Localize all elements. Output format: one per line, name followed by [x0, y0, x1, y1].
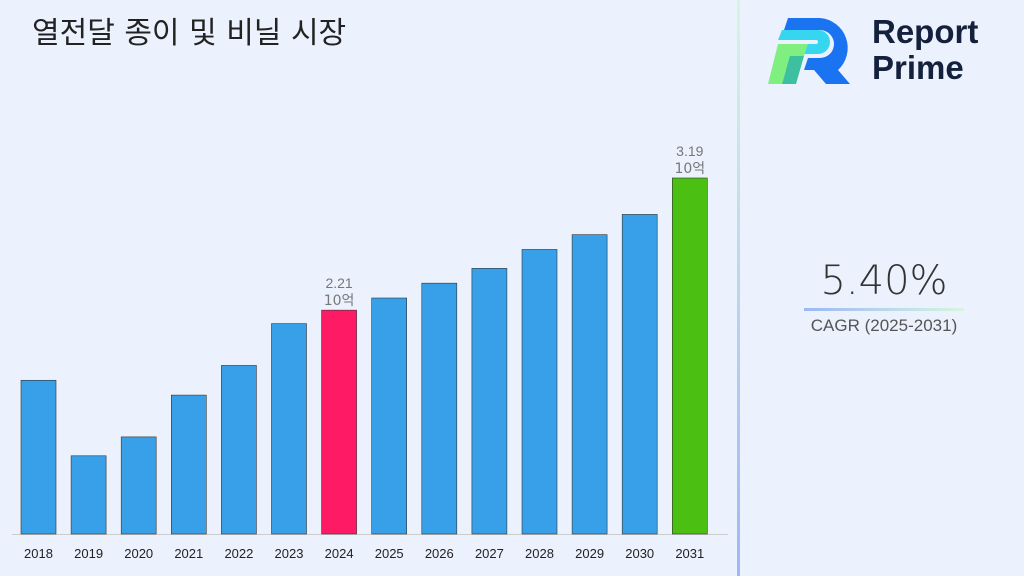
- x-tick-label: 2023: [275, 546, 304, 561]
- x-tick-label: 2026: [425, 546, 454, 561]
- bar-2021: [171, 394, 207, 535]
- bar-2018: [20, 379, 57, 535]
- bar-2031: [671, 177, 708, 535]
- cagr-underline: [804, 308, 964, 311]
- x-tick-label: 2029: [575, 546, 604, 561]
- bar-2022: [221, 365, 257, 535]
- bar-2025: [371, 297, 408, 535]
- x-tick-label: 2020: [124, 546, 153, 561]
- bar-2027: [471, 268, 508, 535]
- bar-2029: [571, 234, 608, 535]
- bar-2023: [271, 323, 307, 535]
- brand-line1: Report: [872, 13, 979, 50]
- bar-chart: 2018 2019 2020 2021 2022 2023 2024 2.21 10억 2025 2…: [12, 143, 728, 561]
- bar-2024: [321, 309, 357, 535]
- report-prime-logo: [768, 18, 850, 84]
- data-label-value: 3.19: [676, 143, 703, 159]
- data-label-unit: 10억: [674, 161, 705, 177]
- x-tick-label: 2028: [525, 546, 554, 561]
- x-tick-label: 2031: [675, 546, 704, 561]
- x-tick-label: 2022: [224, 546, 253, 561]
- brand-line2: Prime: [872, 49, 964, 86]
- x-tick-label: 2027: [475, 546, 504, 561]
- bar-2026: [421, 282, 458, 535]
- x-tick-label: 2025: [375, 546, 404, 561]
- data-label-value: 2.21: [325, 275, 352, 291]
- x-tick-label: 2024: [325, 546, 354, 561]
- divider: [737, 0, 740, 576]
- cagr-label: CAGR (2025-2031): [810, 316, 958, 335]
- x-tick-label: 2019: [74, 546, 103, 561]
- data-label-unit: 10억: [324, 293, 355, 309]
- cagr-value: 5.40%: [820, 258, 948, 304]
- x-tick-label: 2021: [174, 546, 203, 561]
- x-tick-label: 2030: [625, 546, 654, 561]
- bar-2028: [521, 249, 558, 535]
- chart-title: 열전달 종이 및 비닐 시장: [32, 16, 347, 51]
- brand-name: Report Prime: [872, 14, 978, 86]
- x-tick-label: 2018: [24, 546, 53, 561]
- bar-2019: [70, 455, 107, 535]
- bar-2020: [120, 436, 157, 535]
- bar-2030: [621, 214, 658, 535]
